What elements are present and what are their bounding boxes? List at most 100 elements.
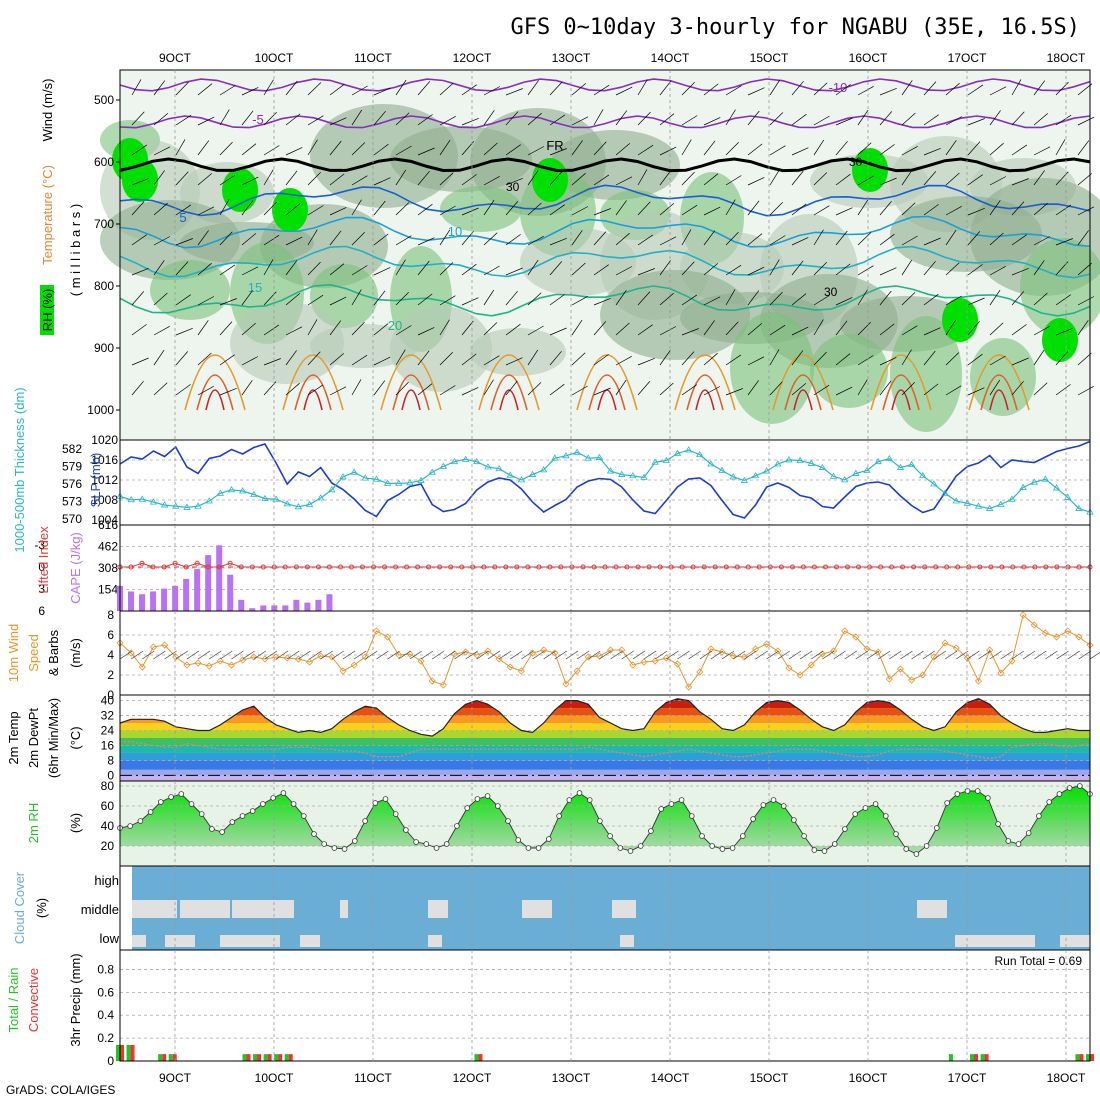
temp-tick-label: 32 bbox=[101, 709, 115, 723]
wind-barb bbox=[571, 385, 588, 396]
wind-barb bbox=[483, 86, 501, 96]
cape-bar bbox=[315, 599, 322, 611]
rh-point bbox=[688, 813, 695, 819]
wind-barb bbox=[197, 296, 215, 306]
isotherm-line bbox=[119, 283, 1091, 317]
wind-tick-label: 0 bbox=[107, 688, 114, 702]
rh-point bbox=[729, 845, 736, 851]
rh-point bbox=[637, 843, 644, 849]
rh-point bbox=[239, 813, 246, 819]
wind-speed-point bbox=[629, 661, 637, 669]
wind-barb bbox=[967, 174, 983, 186]
rh-point bbox=[954, 791, 961, 797]
wind-barb bbox=[791, 260, 804, 276]
rh-point bbox=[617, 845, 624, 851]
li-point bbox=[536, 564, 542, 570]
wind-barb bbox=[956, 650, 969, 660]
wind-barb bbox=[483, 142, 498, 156]
wind-barb bbox=[263, 358, 281, 366]
time-tick-label: 15OCT bbox=[750, 51, 789, 65]
wind-barb bbox=[483, 265, 500, 276]
wind-speed-point bbox=[350, 661, 358, 669]
precip-convective-bar bbox=[1079, 1054, 1084, 1061]
wind-barb bbox=[153, 349, 165, 366]
thickness-point bbox=[584, 454, 592, 461]
rh-point bbox=[280, 790, 287, 796]
thickness-point bbox=[740, 476, 749, 483]
wind-barb bbox=[945, 116, 963, 126]
thickness-point bbox=[651, 458, 659, 465]
wind-barb bbox=[549, 237, 567, 246]
wind-barb bbox=[615, 355, 632, 366]
cloud-middle-block bbox=[210, 900, 230, 918]
temp-band bbox=[120, 723, 1090, 731]
wind-barb bbox=[655, 650, 668, 660]
cloud-level-label: middle bbox=[81, 902, 119, 917]
wind-speed-point bbox=[395, 651, 403, 659]
thickness-point bbox=[305, 500, 314, 507]
wind-barb bbox=[945, 319, 957, 336]
wind-barb bbox=[989, 110, 1001, 126]
li-point bbox=[205, 564, 211, 570]
rh-point bbox=[372, 800, 379, 806]
wind-barb bbox=[219, 264, 236, 276]
thickness-point bbox=[974, 502, 983, 509]
time-tick-label: 16OCT bbox=[849, 51, 888, 65]
li-point bbox=[712, 564, 718, 570]
thickness-tick-label: 579 bbox=[62, 459, 82, 473]
li-point bbox=[988, 564, 994, 570]
wind-barb bbox=[791, 147, 809, 156]
precip-convective-bar bbox=[120, 1044, 124, 1061]
axis-label: Cloud Cover bbox=[12, 871, 27, 944]
li-point bbox=[139, 560, 145, 566]
wind-barb bbox=[395, 202, 410, 216]
thickness-point bbox=[395, 479, 403, 486]
precip-total-bar bbox=[126, 1044, 131, 1061]
wind-barb bbox=[945, 385, 962, 396]
thickness-point bbox=[997, 500, 1005, 507]
wind-speed-point bbox=[896, 665, 905, 673]
thickness-point bbox=[952, 497, 960, 504]
li-point bbox=[580, 564, 586, 570]
li-point bbox=[216, 564, 222, 570]
thickness-point bbox=[339, 473, 347, 480]
wind-barb bbox=[153, 236, 171, 246]
wind-barb bbox=[1067, 650, 1080, 660]
rh-point bbox=[290, 801, 297, 807]
wind-barb bbox=[549, 148, 567, 156]
li-point bbox=[1054, 564, 1060, 570]
li-point bbox=[161, 564, 167, 570]
wind-speed-point bbox=[729, 652, 737, 660]
rh-high-shading bbox=[852, 148, 888, 192]
li-point bbox=[1032, 564, 1038, 570]
axis-label: 2m Temp bbox=[6, 711, 21, 764]
cape-tick-label: 154 bbox=[98, 583, 118, 597]
precip-total-bar bbox=[158, 1054, 163, 1061]
wind-barb bbox=[329, 296, 347, 306]
cloud-low-block bbox=[240, 935, 280, 947]
wind-barb bbox=[351, 109, 363, 126]
wind-barb bbox=[571, 319, 583, 336]
wind-barb bbox=[637, 291, 651, 306]
wind-barb bbox=[699, 650, 712, 660]
thickness-point bbox=[1030, 478, 1038, 485]
wind-barb bbox=[175, 650, 188, 660]
wind-barb bbox=[175, 327, 193, 336]
wind-barb bbox=[923, 147, 941, 156]
wind-barb bbox=[329, 173, 345, 186]
wind-barb bbox=[593, 141, 607, 156]
wind-barb bbox=[439, 115, 456, 126]
rh-point bbox=[260, 801, 266, 807]
li-point bbox=[393, 564, 399, 570]
slp-tick-label: 1012 bbox=[91, 473, 118, 487]
rh-point bbox=[382, 796, 389, 802]
wind-barb bbox=[901, 112, 916, 126]
wind-barb bbox=[329, 117, 347, 126]
axis-label: Wind (m/s) bbox=[40, 79, 55, 142]
precip-convective-bar bbox=[974, 1054, 979, 1061]
wind-barb bbox=[231, 650, 244, 660]
time-tick-label: 16OCT bbox=[849, 1071, 888, 1085]
wind-barb bbox=[241, 200, 254, 216]
wind-barb bbox=[1011, 79, 1022, 96]
